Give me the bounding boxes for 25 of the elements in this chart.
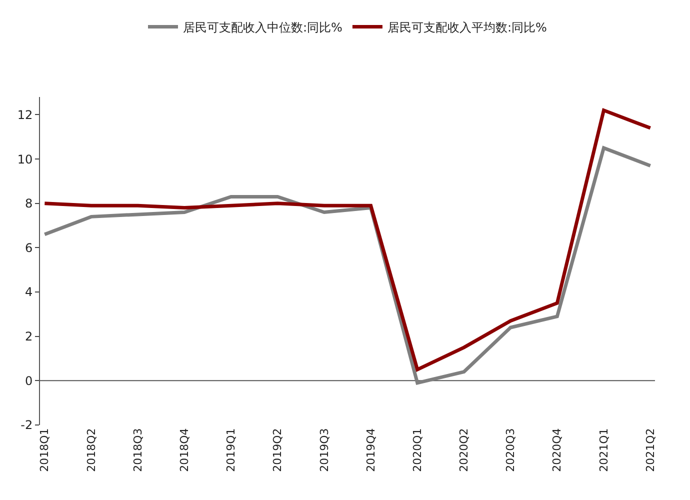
x-tick-label: 2020Q2: [458, 428, 471, 472]
y-tick-label: 6: [24, 240, 33, 255]
x-tick-label: 2020Q4: [550, 428, 564, 472]
x-tick-label: 2018Q1: [38, 428, 52, 472]
y-tick-label: -2: [20, 418, 33, 432]
x-tick-label: 2018Q3: [131, 428, 144, 472]
x-tick-label: 2020Q1: [410, 428, 424, 472]
y-tick-label: 12: [17, 108, 33, 122]
y-tick-label: 0: [24, 374, 33, 388]
x-tick-label: 2019Q4: [364, 428, 378, 472]
x-tick-label: 2019Q3: [318, 428, 331, 472]
x-tick-label: 2021Q1: [597, 428, 610, 472]
legend-label: 居民可支配收入平均数:同比%: [387, 20, 547, 34]
x-tick-label: 2020Q3: [504, 428, 518, 472]
x-tick-label: 2018Q2: [84, 428, 98, 472]
x-tick-label: 2019Q1: [224, 428, 238, 472]
y-tick-label: 4: [24, 285, 33, 300]
x-tick-label: 2019Q2: [271, 428, 284, 472]
legend-label: 居民可支配收入中位数:同比%: [183, 20, 342, 34]
x-tick-label: 2018Q4: [178, 428, 192, 472]
y-tick-label: 2: [24, 330, 33, 344]
y-tick-label: 10: [17, 152, 33, 166]
x-tick-label: 2021Q2: [644, 428, 657, 472]
y-tick-label: 8: [24, 196, 33, 211]
line-series: [42, 108, 652, 372]
